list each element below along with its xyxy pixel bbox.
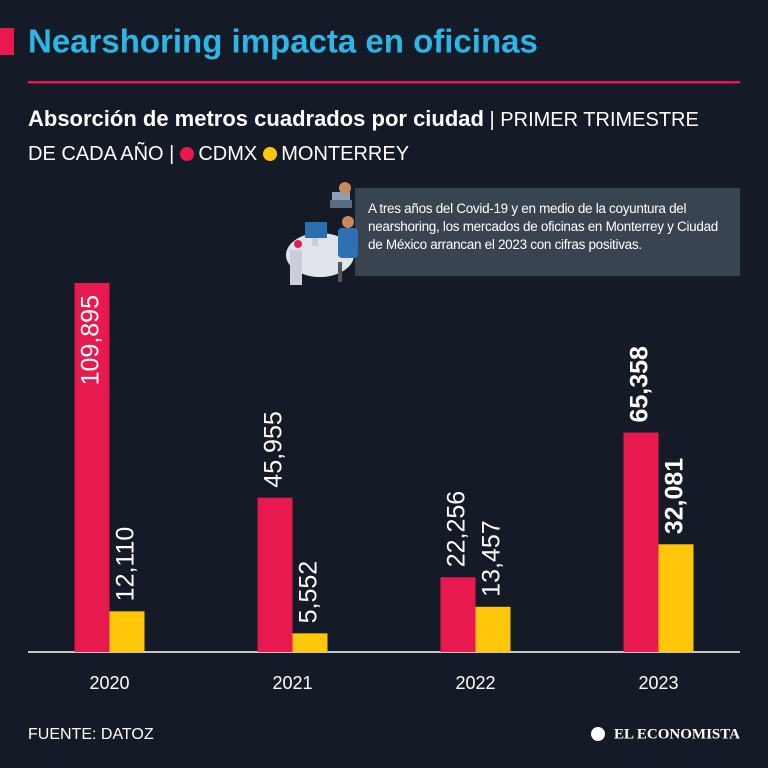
legend-swatch (263, 147, 278, 161)
x-tick-label: 2020 (89, 673, 129, 693)
bar (440, 577, 476, 652)
bar (257, 497, 293, 652)
legend: CDMX MONTERREY (174, 143, 409, 165)
source: FUENTE: DATOZ (28, 726, 154, 743)
brand: EL ECONOMISTA (614, 726, 740, 742)
x-tick-label: 2022 (455, 673, 495, 693)
chart-title: Nearshoring impacta en oficinas (28, 23, 538, 60)
bar (658, 544, 694, 652)
value-label: 45,955 (260, 411, 288, 487)
annotation: A tres años del Covid-19 y en medio de l… (368, 201, 718, 252)
accent (0, 28, 14, 55)
annotation-box (355, 188, 740, 276)
subtitle: Absorción de metros cuadrados por ciudad (28, 106, 484, 131)
bar (74, 283, 110, 652)
x-tick-label: 2023 (638, 673, 678, 693)
bar (623, 432, 659, 652)
value-label: 12,110 (112, 527, 140, 602)
bar (475, 606, 511, 652)
legend-label: CDMX (198, 143, 258, 165)
illustration (286, 182, 358, 285)
legend-label: MONTERREY (281, 143, 410, 165)
value-label: 65,358 (626, 346, 654, 423)
bar (292, 633, 328, 652)
legend-swatch (180, 147, 195, 161)
value-label: 32,081 (661, 458, 689, 535)
brand-logo (591, 727, 605, 741)
divider (28, 81, 740, 84)
header: Absorción de metros cuadrados por ciudad… (28, 102, 708, 171)
bar (109, 611, 145, 652)
note: | PRIMER TRIMESTRE DE CADA AÑO | (28, 109, 699, 165)
value-label: 22,256 (443, 491, 471, 567)
x-tick-label: 2021 (272, 673, 312, 693)
value-label: 13,457 (478, 520, 506, 596)
value-label: 109,895 (77, 295, 105, 385)
value-label: 5,552 (295, 561, 323, 624)
